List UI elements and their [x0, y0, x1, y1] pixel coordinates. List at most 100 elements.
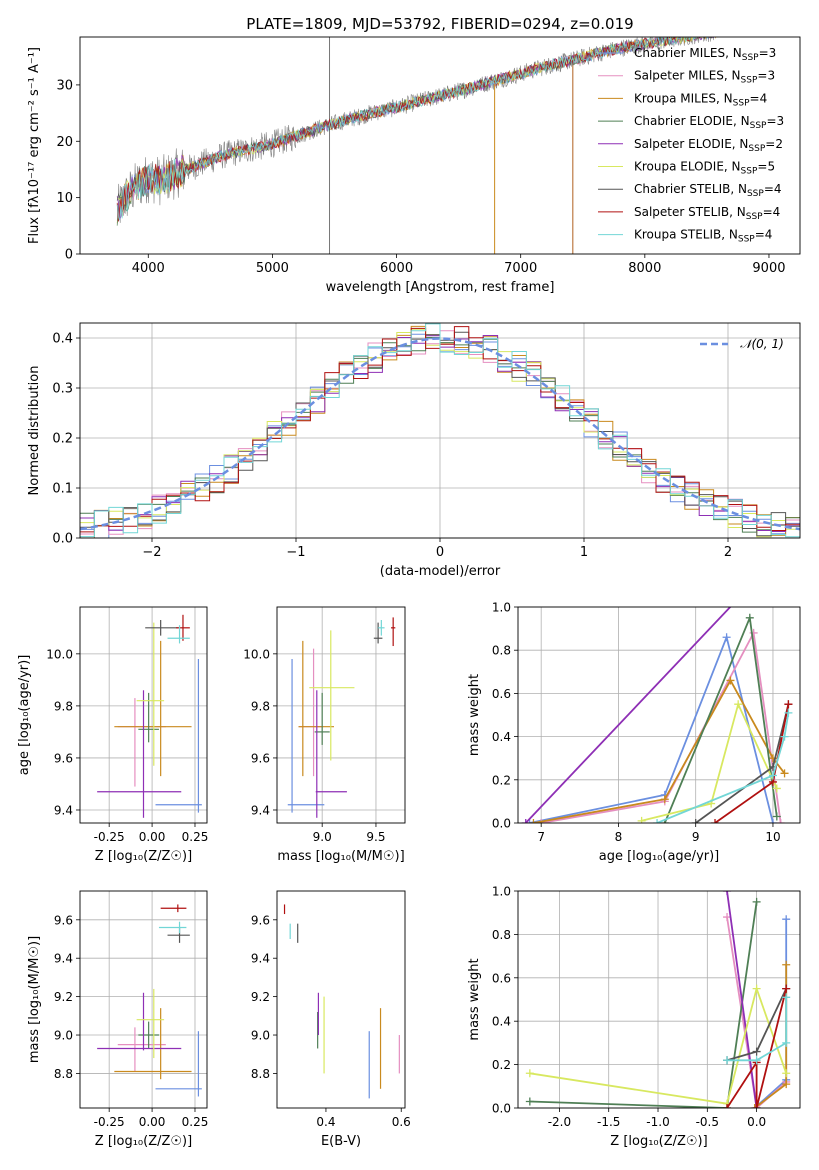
y-tick-label: 0.6: [492, 971, 511, 985]
mass-weight-marker: [782, 960, 791, 969]
plot-area: [80, 323, 800, 538]
error-bar-point: [117, 698, 166, 787]
y-tick-label: 9.8: [251, 699, 270, 713]
gaussian-curve: [80, 337, 800, 531]
error-bar-point: [97, 992, 182, 1051]
mass-weight-marker: [752, 897, 761, 906]
mass-weight-marker: [752, 1047, 761, 1056]
error-bar-point: [378, 620, 385, 636]
y-tick-label: 9.6: [251, 913, 270, 927]
x-tick-label: 4000: [132, 261, 165, 276]
mass-weight-marker: [711, 819, 720, 823]
y-tick-label: 8.8: [54, 1067, 73, 1081]
y-tick-label: 0: [65, 248, 73, 263]
y-tick-label: 9.8: [54, 699, 73, 713]
model-spectrum-line: [117, 37, 715, 217]
x-tick-label: 0.4: [316, 1115, 335, 1129]
spectrum-panel: 4000 5000 6000 7000 8000 9000 0 10 20 30 wavelengt…: [27, 36, 801, 295]
residual-histogram-step: [80, 323, 800, 538]
mass-weight-marker: [782, 1038, 791, 1047]
y-axis-label: mass weight: [467, 674, 482, 756]
x-tick-label: 7000: [504, 261, 537, 276]
mass-weight-marker: [653, 819, 662, 823]
y-tick-label: 0.2: [492, 1058, 511, 1072]
x-axis-label: (data-model)/error: [380, 564, 501, 579]
mass-weight-marker: [780, 769, 789, 778]
model-spectrum-line: [116, 37, 714, 220]
plot-area: [97, 614, 202, 818]
mass-weight-marker: [768, 819, 777, 823]
plot-area: [287, 617, 396, 818]
mass-weight-marker: [782, 984, 791, 993]
x-tick-label: 0.25: [182, 1115, 209, 1129]
y-tick-label: 1.0: [492, 601, 511, 615]
model-spectrum-line: [116, 37, 708, 221]
mass-weight-line: [525, 607, 732, 823]
mass-weight-marker: [750, 1104, 759, 1108]
model-spectrum-line: [116, 37, 710, 222]
y-tick-label: 9.6: [251, 751, 270, 765]
y-tick-label: 20: [56, 135, 73, 150]
y-tick-label: 9.6: [54, 913, 73, 927]
x-tick-label: 0.00: [139, 830, 166, 844]
mass-weight-marker: [782, 993, 791, 1002]
mass-vs-metallicity-panel: -0.25 0.00 0.25 8.8 9.0 9.2 9.4 9.6 Z [log₁₀(Z/Z…: [27, 890, 209, 1149]
legend-label: Chabrier MILES, NSSP=3: [634, 46, 776, 63]
mass-weight-marker: [745, 613, 754, 622]
figure-title: PLATE=1809, MJD=53792, FIBERID=0294, z=0…: [246, 15, 633, 33]
mass-weight-marker: [537, 819, 546, 823]
y-tick-label: 9.4: [251, 803, 270, 817]
y-tick-label: 10.0: [46, 647, 73, 661]
mass-weight-marker: [691, 819, 700, 823]
y-tick-label: 0.2: [52, 432, 73, 447]
y-tick-label: 9.4: [54, 803, 73, 817]
plot-area: [521, 607, 793, 823]
x-tick-label: 0.6: [392, 1115, 411, 1129]
x-tick-label: 2: [724, 545, 732, 560]
y-tick-label: 0.8: [492, 644, 511, 658]
mass-weight-marker: [734, 700, 743, 709]
residuals-panel: −2 −1 0 1 2 0.0 0.1 0.2 0.3 0.4 (data-model)/error…: [27, 322, 801, 579]
error-bar-point: [145, 620, 178, 636]
x-axis-label: Z [log₁₀(Z/Z☉)]: [95, 849, 192, 864]
x-tick-label: −1: [286, 545, 305, 560]
mass-weight-marker: [772, 812, 781, 821]
x-tick-label: 9.5: [366, 830, 385, 844]
mass-vs-ebv-panel: 0.4 0.6 8.8 9.0 9.2 9.4 9.6 E(B-V): [251, 890, 411, 1149]
y-tick-label: 9.2: [54, 990, 73, 1004]
axes-frame: [276, 606, 406, 824]
error-bar-point: [160, 904, 187, 913]
x-tick-label: −2: [142, 545, 161, 560]
x-tick-label: 0.25: [182, 830, 209, 844]
legend-label: Chabrier ELODIE, NSSP=3: [634, 114, 784, 131]
y-axis-label: mass weight: [467, 958, 482, 1040]
y-tick-label: 0.1: [52, 482, 73, 497]
y-tick-label: 10: [56, 191, 73, 206]
x-tick-label: 0: [436, 545, 444, 560]
mass-weight-marker: [782, 1069, 791, 1078]
x-tick-label: 0.0: [747, 1115, 766, 1129]
model-spectrum-line: [116, 37, 715, 226]
error-bar-point: [167, 625, 190, 644]
mass-weight-marker: [782, 1080, 791, 1089]
observed-spectrum-line: [116, 37, 718, 223]
legend-label: Kroupa STELIB, NSSP=4: [634, 228, 772, 245]
mass-weight-marker: [782, 915, 791, 924]
error-bar-point: [155, 1031, 202, 1097]
mass-weight-marker: [726, 676, 735, 685]
error-bar-point: [114, 1008, 192, 1080]
error-bar-point: [373, 622, 383, 644]
mass-weight-vs-age-panel: 7 8 9 10 0.0 0.2 0.4 0.6 0.8 1.0 age [log₁₀(age/yr…: [467, 601, 801, 864]
y-tick-label: 0.0: [52, 532, 73, 547]
x-tick-label: 9: [692, 830, 700, 844]
y-tick-label: 9.4: [54, 952, 73, 966]
x-tick-label: 7: [537, 830, 545, 844]
age-vs-mass-panel: 9.0 9.5 9.4 9.6 9.8 10.0 mass [log₁₀(M/M☉)]: [243, 606, 406, 864]
legend-label: Salpeter MILES, NSSP=3: [634, 69, 775, 86]
axes-frame: [79, 890, 208, 1109]
mass-weight-marker: [776, 819, 785, 823]
error-bar-point: [176, 614, 190, 641]
x-tick-label: -1.0: [646, 1115, 669, 1129]
y-tick-label: 30: [56, 78, 73, 93]
x-tick-label: -2.0: [548, 1115, 571, 1129]
